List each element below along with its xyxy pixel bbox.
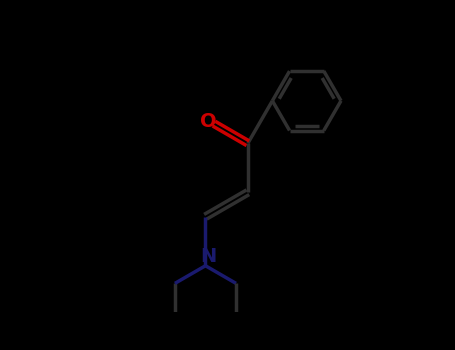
- Text: N: N: [200, 247, 216, 266]
- Text: O: O: [200, 112, 217, 131]
